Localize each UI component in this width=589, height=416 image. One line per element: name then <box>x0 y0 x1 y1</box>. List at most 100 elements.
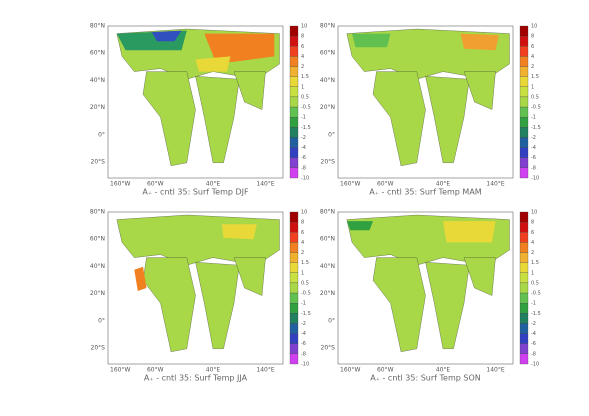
colorbar-box <box>289 303 299 314</box>
colorbar-box <box>289 157 299 169</box>
colorbar-box <box>289 313 299 324</box>
colorbar-label: -2 <box>531 135 536 141</box>
lat-label: 60°N <box>90 50 105 57</box>
colorbar-box <box>519 252 529 263</box>
colorbar-label: 0.5 <box>301 94 309 100</box>
colorbar-box <box>519 137 529 148</box>
colorbar-box <box>519 157 529 169</box>
colorbar-label: 8 <box>531 34 534 40</box>
lon-label: 60°W <box>377 181 394 188</box>
lat-label: 40°N <box>90 77 105 84</box>
lat-label: 0° <box>98 317 105 324</box>
colorbar-box <box>519 147 529 158</box>
colorbar-box <box>289 96 299 108</box>
lat-label: 20°S <box>321 159 336 166</box>
colorbar-box <box>289 106 299 118</box>
colorbar-box <box>519 292 529 304</box>
lat-label: 20°N <box>320 290 335 297</box>
lat-label: 80°N <box>90 209 105 216</box>
colorbar-box <box>519 303 529 314</box>
colorbar-label: -1 <box>301 115 306 121</box>
colorbar-box <box>289 282 299 294</box>
map-panel: 80°N 60°N 40°N 20°N 0° 20°S 160°W 60°W 40°E 140°E… <box>90 23 311 197</box>
colorbar-label: -8 <box>301 165 306 171</box>
lon-label: 140°E <box>256 181 274 188</box>
colorbar-label: -1.5 <box>301 311 311 317</box>
colorbar-label: -1 <box>531 301 536 307</box>
colorbar-box <box>289 333 299 344</box>
colorbar-label: 6 <box>531 230 534 236</box>
colorbar-label: 4 <box>531 240 534 246</box>
colorbar-label: -1.5 <box>531 125 541 131</box>
colorbar-label: -2 <box>301 321 306 327</box>
colorbar-label: -10 <box>531 176 539 182</box>
colorbar-label: 4 <box>301 54 304 60</box>
colorbar-box <box>289 262 299 273</box>
colorbar-box <box>519 96 529 108</box>
lon-label: 140°E <box>256 367 274 374</box>
lon-label: 40°E <box>206 181 221 188</box>
anomaly-patch <box>204 33 275 64</box>
anomaly-patch <box>346 221 373 231</box>
colorbar-box <box>519 272 529 284</box>
colorbar-box <box>289 211 299 223</box>
colorbar-label: -0.5 <box>301 105 311 111</box>
colorbar-label: 6 <box>301 230 304 236</box>
colorbar-box <box>289 221 299 233</box>
colorbar-label: 6 <box>301 44 304 50</box>
colorbar-box <box>519 25 529 37</box>
colorbar-label: -2 <box>301 135 306 141</box>
lon-label: 140°E <box>486 367 504 374</box>
colorbar-label: -1.5 <box>531 311 541 317</box>
panel-title: A₊ - cntl 35: Surf Temp DJF <box>142 188 249 197</box>
lat-label: 0° <box>328 131 335 138</box>
colorbar-label: 8 <box>301 34 304 40</box>
land-field <box>142 71 196 166</box>
colorbar-box <box>289 56 299 67</box>
colorbar-box <box>289 167 299 179</box>
panel-title: A₊ - cntl 35: Surf Temp MAM <box>369 188 481 197</box>
anomaly-patch <box>151 30 182 42</box>
colorbar-label: -1 <box>301 301 306 307</box>
colorbar-label: -0.5 <box>531 291 541 297</box>
lat-label: 40°N <box>320 77 335 84</box>
land-field <box>463 71 496 110</box>
colorbar-box <box>289 292 299 304</box>
land-field <box>372 71 426 166</box>
colorbar-label: 10 <box>531 210 537 216</box>
colorbar-box <box>289 252 299 263</box>
land-field <box>233 257 266 296</box>
lat-label: 20°N <box>90 104 105 111</box>
colorbar-box <box>289 137 299 148</box>
lat-label: 80°N <box>90 23 105 30</box>
map-panel: 80°N 60°N 40°N 20°N 0° 20°S 160°W 60°W 40°E 140°E… <box>90 209 311 383</box>
colorbar-label: 8 <box>301 220 304 226</box>
colorbar-label: 6 <box>531 44 534 50</box>
colorbar-label: -8 <box>301 351 306 357</box>
lon-label: 60°W <box>377 367 394 374</box>
colorbar-label: -10 <box>531 362 539 368</box>
colorbar-box <box>289 35 299 47</box>
anomaly-patch <box>195 56 231 72</box>
colorbar-label: 1 <box>301 270 304 276</box>
colorbar-label: -8 <box>531 165 536 171</box>
lat-label: 20°S <box>91 159 106 166</box>
colorbar-box <box>289 127 299 138</box>
panel-title: A₊ - cntl 35: Surf Temp SON <box>370 374 480 383</box>
colorbar-box <box>519 323 529 334</box>
colorbar-label: 2 <box>301 250 304 256</box>
colorbar-label: 4 <box>531 54 534 60</box>
colorbar-box <box>519 313 529 324</box>
colorbar-box <box>289 343 299 355</box>
lat-label: 60°N <box>320 236 335 243</box>
lon-label: 140°E <box>486 181 504 188</box>
colorbar-box <box>289 117 299 128</box>
colorbar-label: 0.5 <box>301 280 309 286</box>
colorbar-label: 10 <box>301 210 307 216</box>
colorbar-box <box>519 333 529 344</box>
colorbar-box <box>519 35 529 47</box>
colorbar-box <box>519 221 529 233</box>
colorbar-box <box>519 66 529 77</box>
colorbar-label: 8 <box>531 220 534 226</box>
colorbar-box <box>519 76 529 87</box>
